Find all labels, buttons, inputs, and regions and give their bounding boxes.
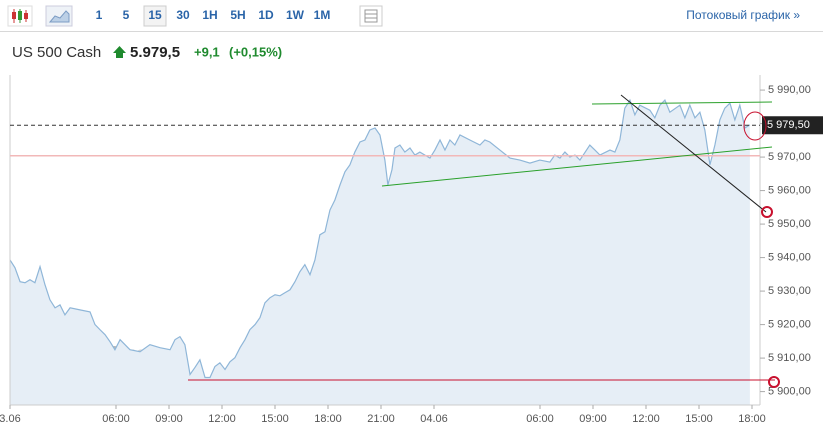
trend-line	[591, 101, 773, 105]
streaming-link[interactable]: Потоковый график »	[686, 8, 800, 22]
area	[10, 100, 750, 406]
x-tick-label: 18:00	[314, 413, 342, 425]
interval-button[interactable]: 5	[123, 8, 130, 22]
y-tick-label: 5 990,00	[768, 84, 811, 96]
y-tick-label: 5 930,00	[768, 285, 811, 297]
last-price-box	[762, 116, 823, 135]
x-tick-label: 09:00	[155, 413, 183, 425]
y-tick-label: 5 960,00	[768, 184, 811, 196]
change-pct: (+0,15%)	[229, 44, 282, 59]
area-icon[interactable]	[45, 5, 73, 27]
toolbar	[0, 0, 823, 31]
change: +9,1	[194, 44, 220, 59]
x-tick-label: 09:00	[579, 413, 607, 425]
x-tick-label: 15:00	[685, 413, 713, 425]
interval-button[interactable]: 1H	[202, 8, 217, 22]
y-tick-label: 5 900,00	[768, 386, 811, 398]
instrument-name: US 500 Cash	[12, 44, 101, 61]
price: 5.979,5	[130, 44, 180, 61]
trend-line	[620, 94, 767, 213]
x-tick-label: 06:00	[102, 413, 130, 425]
interval-button[interactable]: 1W	[286, 8, 305, 22]
plot: Investing.com5 900,005 910,005 920,005 9…	[0, 75, 823, 425]
x-tick-label: 12:00	[208, 413, 236, 425]
interval-button[interactable]: 1M	[314, 8, 331, 22]
x-tick-label: 06:00	[526, 413, 554, 425]
candle-icon[interactable]	[7, 5, 33, 27]
x-tick-label: 21:00	[367, 413, 395, 425]
x-tick-label: 18:00	[738, 413, 766, 425]
active-interval-box	[143, 5, 167, 27]
interval-button[interactable]: 5H	[230, 8, 245, 22]
table-icon[interactable]	[359, 5, 383, 27]
interval-button[interactable]: 15	[148, 8, 162, 22]
x-tick-label: 15:00	[261, 413, 289, 425]
intervals: 1 5 15 30 1H 5H 1D 1W 1M	[96, 8, 331, 22]
interval-button[interactable]: 1	[96, 8, 103, 22]
interval-button[interactable]: 1D	[258, 8, 274, 22]
last-price-label: 5 979,50	[767, 119, 810, 131]
y-tick-label: 5 970,00	[768, 151, 811, 163]
up-arrow	[113, 46, 126, 58]
y-tick-label: 5 950,00	[768, 218, 811, 230]
trend-line	[381, 146, 773, 187]
y-tick-label: 5 920,00	[768, 319, 811, 331]
x-tick-label: 3.06	[0, 413, 21, 425]
marker	[761, 206, 773, 218]
drawings	[188, 94, 780, 388]
x-tick-label: 04.06	[420, 413, 448, 425]
marker	[768, 376, 780, 388]
line	[9, 98, 751, 379]
marker	[743, 111, 767, 141]
y-tick-label: 5 910,00	[768, 352, 811, 364]
interval-button[interactable]: 30	[176, 8, 190, 22]
y-tick-label: 5 940,00	[768, 251, 811, 263]
x-tick-label: 12:00	[632, 413, 660, 425]
